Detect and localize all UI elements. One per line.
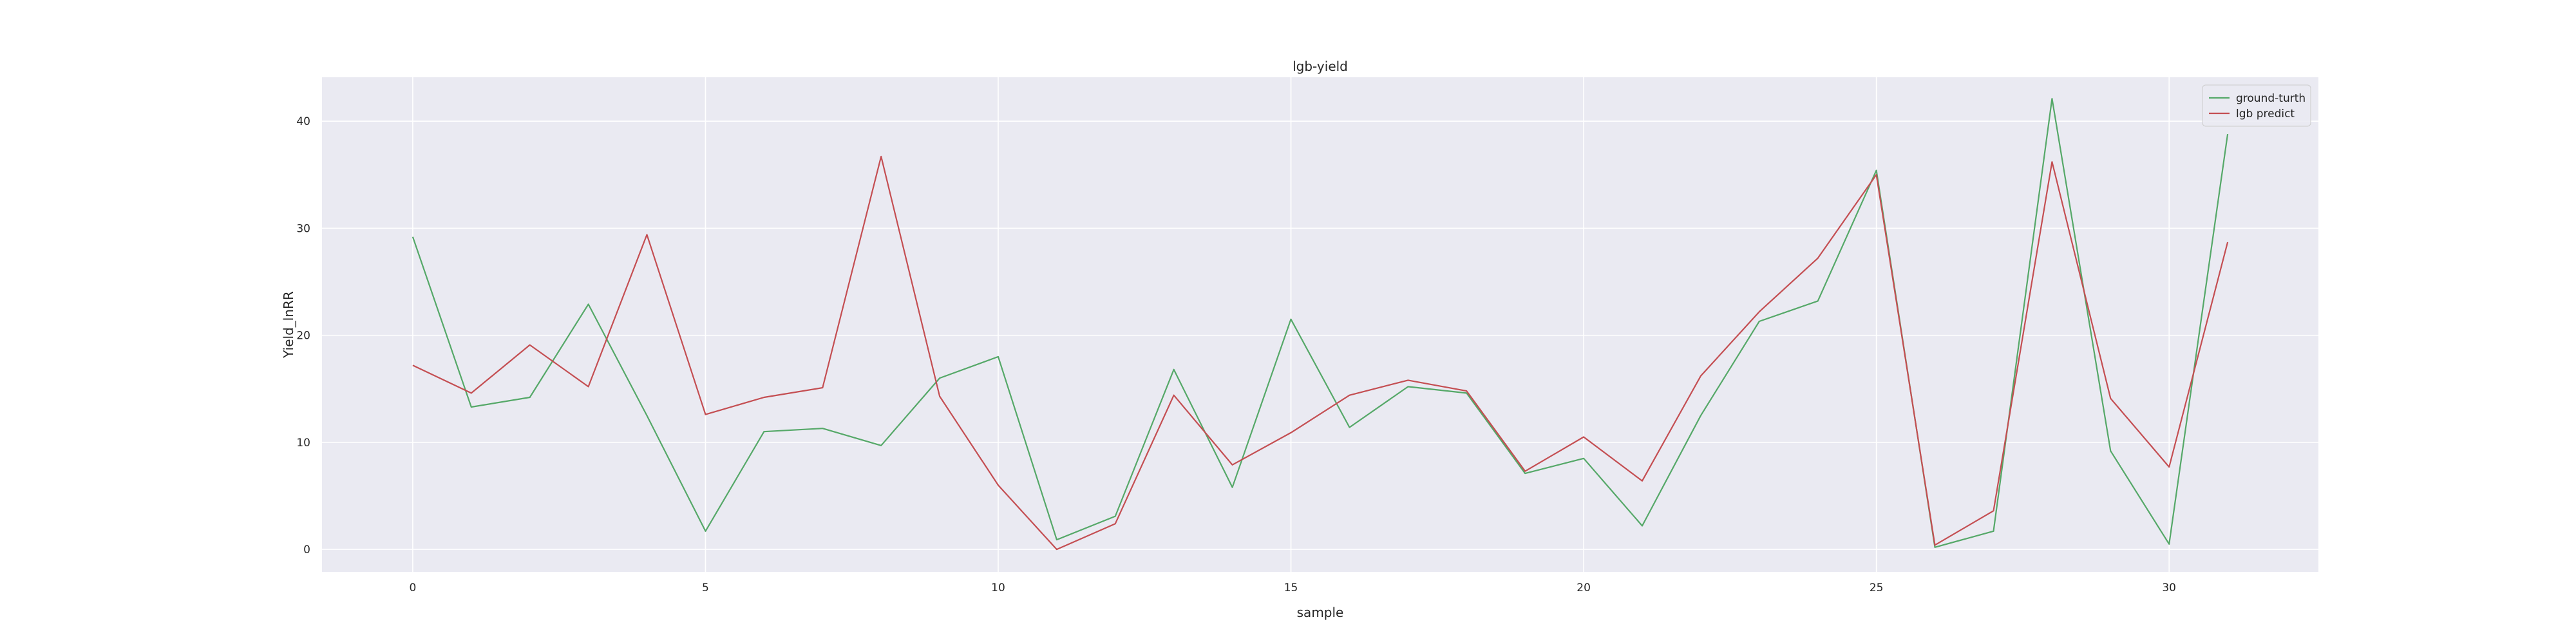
chart-title: lgb-yield	[1293, 59, 1348, 74]
y-tick-label: 20	[296, 330, 310, 343]
y-axis-label: Yield_lnRR	[281, 291, 296, 359]
y-axis-ticks: 0 10 20 30 40	[296, 115, 310, 556]
x-tick-label: 15	[1284, 582, 1298, 594]
y-tick-label: 0	[303, 544, 310, 556]
x-tick-label: 25	[1870, 582, 1884, 594]
y-tick-label: 30	[296, 222, 310, 235]
plot-area	[322, 77, 2318, 572]
x-tick-label: 20	[1577, 582, 1591, 594]
legend-box	[2202, 84, 2311, 127]
legend: ground-turth lgb predict	[2202, 84, 2311, 127]
series-group	[412, 98, 2229, 551]
x-tick-label: 30	[2162, 582, 2176, 594]
y-tick-label: 10	[296, 437, 310, 450]
grid	[322, 77, 2318, 572]
series-line-lgb-predict	[412, 155, 2229, 551]
x-axis-label: sample	[1297, 605, 1344, 620]
x-tick-label: 0	[409, 582, 416, 594]
legend-label: ground-turth	[2236, 92, 2306, 105]
legend-label: lgb predict	[2236, 108, 2295, 120]
x-tick-label: 5	[702, 582, 709, 594]
x-tick-label: 10	[991, 582, 1005, 594]
x-axis-ticks: 0 5 10 15 20 25 30	[409, 582, 2176, 594]
y-tick-label: 40	[296, 115, 310, 128]
